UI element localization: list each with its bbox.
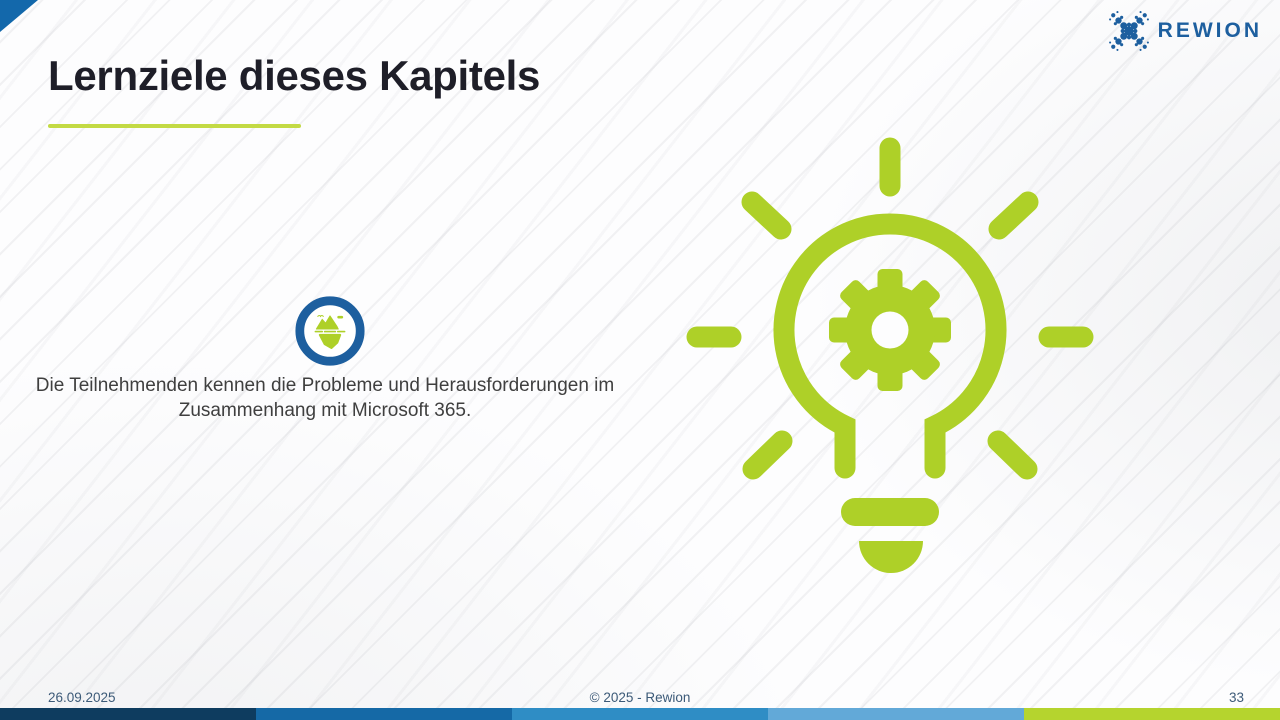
gear-icon <box>829 269 951 391</box>
bottom-bar-segment <box>768 708 1024 720</box>
lightbulb-gear-icon <box>686 137 1094 573</box>
slide-title: Lernziele dieses Kapitels <box>48 52 541 99</box>
bottom-bar-segment <box>512 708 768 720</box>
rewion-dots-x-icon <box>1108 11 1149 51</box>
footer-page-number: 33 <box>1228 690 1244 705</box>
bottom-bar-segment <box>256 708 512 720</box>
title-underline <box>48 124 301 128</box>
footer-copyright: © 2025 - Rewion <box>589 690 691 705</box>
bottom-accent-bar <box>0 708 1280 720</box>
rewion-logo: REWION <box>1108 10 1262 52</box>
corner-accent-triangle <box>0 0 38 32</box>
logo-wordmark: REWION <box>1157 19 1262 42</box>
footer-date: 26.09.2025 <box>48 690 116 705</box>
slide-footer: 26.09.2025 © 2025 - Rewion 33 <box>0 690 1280 708</box>
bottom-bar-segment <box>0 708 256 720</box>
iceberg-icon <box>295 296 365 366</box>
objective-text: Die Teilnehmenden kennen die Probleme un… <box>35 375 615 421</box>
bottom-bar-segment <box>1024 708 1280 720</box>
